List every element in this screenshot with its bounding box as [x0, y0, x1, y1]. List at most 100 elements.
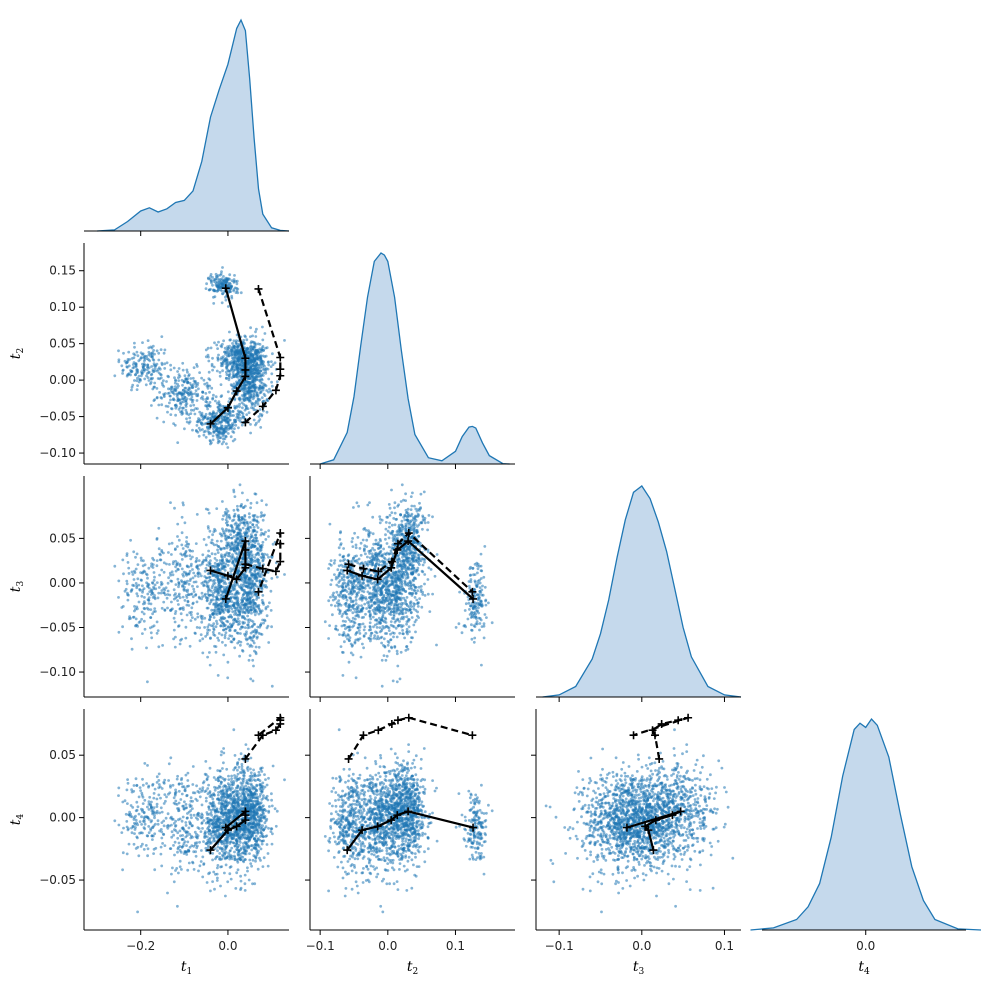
scatter-point — [168, 394, 172, 398]
scatter-point — [239, 608, 243, 612]
scatter-point — [234, 384, 238, 388]
scatter-point — [134, 567, 138, 571]
scatter-point — [338, 610, 342, 614]
scatter-point — [264, 584, 267, 587]
scatter-point — [224, 429, 228, 432]
scatter-point — [242, 341, 245, 344]
scatter-point — [186, 370, 189, 374]
scatter-point — [198, 410, 202, 414]
scatter-point — [225, 279, 229, 282]
scatter-point — [377, 552, 381, 556]
scatter-point — [221, 342, 224, 346]
scatter-point — [185, 603, 189, 607]
scatter-point — [172, 560, 175, 564]
scatter-point — [222, 585, 225, 589]
scatter-point — [338, 595, 342, 598]
scatter-point — [239, 560, 243, 564]
scatter-point — [231, 391, 234, 395]
scatter-point — [257, 575, 261, 578]
scatter-panel-t2-vs-t1 — [113, 266, 286, 449]
scatter-point — [252, 395, 256, 399]
scatter-point — [267, 529, 271, 532]
scatter-point — [435, 553, 439, 556]
scatter-point — [236, 345, 239, 349]
scatter-point — [170, 541, 174, 545]
scatter-point — [341, 650, 344, 654]
scatter-point — [187, 373, 191, 377]
scatter-point — [254, 592, 258, 596]
scatter-point — [406, 647, 410, 651]
scatter-point — [256, 560, 260, 564]
scatter-point — [191, 616, 194, 619]
scatter-point — [370, 631, 374, 635]
scatter-point — [256, 551, 260, 555]
scatter-point — [215, 619, 218, 623]
scatter-point — [181, 361, 185, 365]
scatter-point — [204, 355, 208, 359]
scatter-point — [252, 525, 256, 529]
scatter-point — [400, 580, 404, 584]
scatter-point — [222, 628, 226, 632]
scatter-point — [267, 377, 271, 381]
scatter-point — [249, 521, 252, 524]
scatter-point — [371, 554, 374, 558]
scatter-point — [180, 531, 184, 535]
scatter-point — [389, 623, 393, 627]
scatter-point — [173, 645, 177, 649]
scatter-point — [172, 628, 176, 632]
scatter-point — [211, 612, 214, 616]
scatter-point — [132, 352, 136, 356]
scatter-point — [221, 279, 225, 283]
scatter-point — [198, 371, 202, 374]
scatter-point — [217, 583, 221, 587]
scatter-point — [135, 623, 139, 627]
scatter-point — [219, 607, 222, 611]
scatter-point — [150, 589, 154, 593]
scatter-point — [201, 615, 204, 618]
scatter-point — [206, 598, 209, 602]
scatter-point — [250, 611, 253, 615]
scatter-point — [261, 518, 265, 522]
scatter-point — [219, 364, 223, 368]
scatter-point — [337, 581, 341, 584]
scatter-point — [206, 592, 210, 596]
scatter-point — [128, 358, 132, 361]
scatter-point — [230, 616, 234, 619]
scatter-point — [264, 370, 267, 373]
scatter-point — [399, 577, 403, 580]
scatter-point — [201, 553, 205, 557]
scatter-point — [389, 573, 392, 577]
scatter-point — [172, 422, 176, 425]
scatter-point — [210, 538, 214, 542]
scatter-point — [240, 394, 244, 397]
solid-path-marker — [241, 354, 250, 363]
scatter-point — [113, 374, 117, 378]
scatter-point — [234, 360, 238, 364]
scatter-point — [356, 608, 359, 612]
scatter-point — [266, 624, 270, 628]
dashed-path-marker — [241, 560, 250, 569]
scatter-point — [160, 363, 164, 366]
scatter-point — [428, 610, 432, 613]
scatter-point — [153, 594, 156, 597]
scatter-point — [341, 633, 345, 637]
scatter-point — [375, 637, 378, 641]
scatter-point — [257, 363, 261, 367]
scatter-point — [185, 417, 188, 421]
scatter-point — [213, 561, 217, 565]
scatter-point — [249, 335, 252, 338]
scatter-point — [181, 606, 185, 610]
scatter-point — [380, 641, 383, 645]
scatter-point — [258, 418, 262, 421]
scatter-point — [355, 501, 359, 505]
scatter-point — [190, 408, 193, 412]
scatter-point — [357, 577, 361, 581]
scatter-point — [390, 601, 394, 605]
scatter-point — [232, 535, 236, 538]
scatter-point — [249, 361, 252, 365]
scatter-point — [155, 349, 159, 353]
scatter-point — [410, 605, 413, 608]
scatter-point — [221, 559, 224, 563]
scatter-point — [153, 352, 156, 356]
scatter-point — [366, 590, 370, 594]
